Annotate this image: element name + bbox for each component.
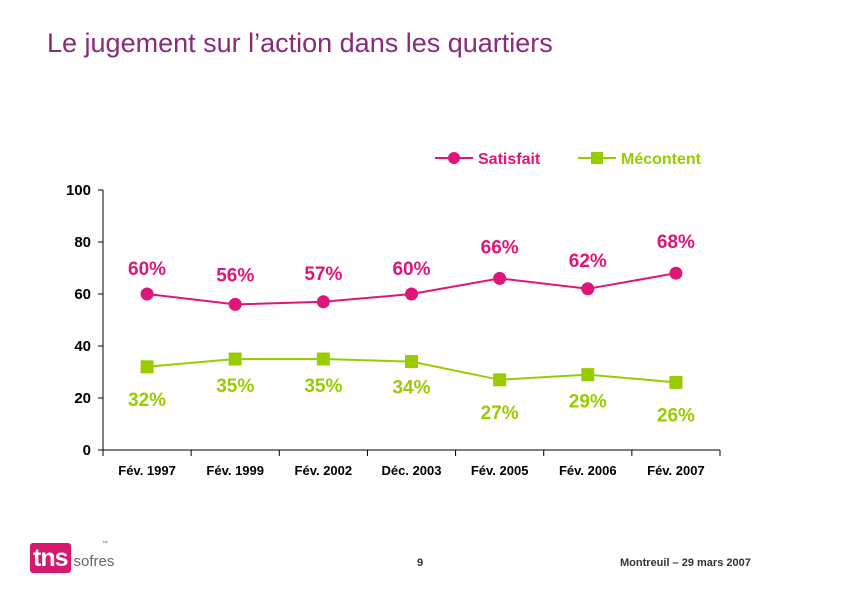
data-label: 29% (569, 392, 607, 413)
data-point-mecontent (316, 352, 330, 366)
logo-sofres-text: sofres (73, 553, 115, 570)
legend-label: Mécontent (621, 151, 702, 168)
data-label: 60% (392, 259, 430, 280)
y-tick-label: 80 (74, 234, 91, 251)
x-tick-label: Fév. 2006 (559, 463, 617, 478)
y-tick-label: 40 (74, 338, 91, 355)
tns-sofres-logo: tns sofres ™ (30, 541, 115, 573)
data-label: 32% (128, 390, 166, 411)
data-label: 57% (304, 264, 342, 285)
data-point-mecontent (669, 375, 683, 389)
data-point-satisfait (581, 282, 595, 296)
x-tick-label: Fév. 1997 (118, 463, 176, 478)
data-label: 35% (216, 376, 254, 397)
data-point-satisfait (228, 297, 242, 311)
data-label: 26% (657, 405, 695, 426)
page-title: Le jugement sur l’action dans les quarti… (47, 28, 553, 58)
legend-marker-square (591, 152, 603, 164)
logo-trademark: ™ (102, 541, 108, 547)
data-label: 66% (481, 237, 519, 258)
footer-location-date: Montreuil – 29 mars 2007 (620, 557, 751, 569)
x-tick-label: Fév. 2002 (295, 463, 353, 478)
logo-tns-text: tns (30, 543, 71, 573)
data-label: 60% (128, 259, 166, 280)
data-label: 56% (216, 265, 254, 286)
data-label: 62% (569, 251, 607, 272)
legend-label: Satisfait (478, 151, 541, 168)
data-point-satisfait (493, 271, 507, 285)
x-tick-label: Fév. 1999 (206, 463, 264, 478)
y-tick-label: 60 (74, 286, 91, 303)
page-number: 9 (417, 557, 424, 569)
y-tick-label: 20 (74, 390, 91, 407)
x-tick-label: Fév. 2005 (471, 463, 529, 478)
data-point-satisfait (669, 266, 683, 280)
data-point-satisfait (140, 287, 154, 301)
legend-marker-circle (448, 152, 460, 164)
data-label: 35% (304, 376, 342, 397)
data-point-mecontent (493, 373, 507, 387)
data-point-mecontent (581, 368, 595, 382)
data-point-mecontent (228, 352, 242, 366)
y-tick-label: 0 (83, 442, 91, 459)
x-tick-label: Déc. 2003 (382, 463, 442, 478)
y-tick-label: 100 (66, 182, 91, 199)
data-point-satisfait (316, 295, 330, 309)
data-point-mecontent (405, 355, 418, 369)
data-label: 34% (392, 378, 430, 399)
data-label: 68% (657, 232, 695, 253)
x-tick-label: Fév. 2007 (647, 463, 705, 478)
data-point-satisfait (405, 287, 418, 301)
data-point-mecontent (140, 360, 154, 374)
data-label: 27% (481, 403, 519, 424)
